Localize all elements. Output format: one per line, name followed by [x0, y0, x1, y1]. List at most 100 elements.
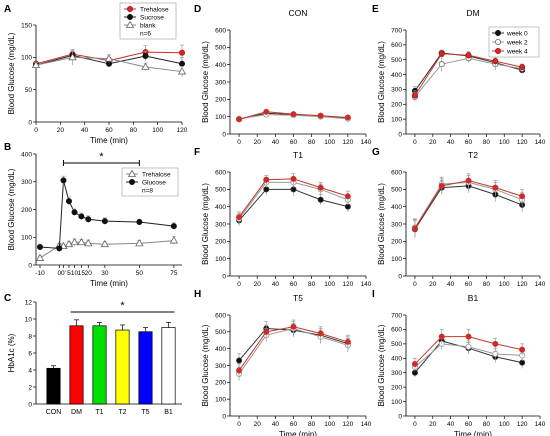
x-tick-label: 30 [101, 270, 109, 277]
y-axis-label: Blood Glucose (mg/dL) [7, 168, 16, 250]
y-tick-label: 0 [398, 273, 402, 280]
chart-panel-f: 0 100 200 300 400 500 600 0 20 40 60 80 100 120 140 Blo… [201, 150, 372, 288]
legend-note: n=8 [142, 188, 153, 195]
x-tick-label: 40 [447, 139, 455, 146]
data-point [519, 193, 526, 200]
y-axis-label: Blood Glucose (mg/dL) [377, 183, 386, 265]
y-tick-label: 500 [391, 187, 402, 194]
data-point [64, 239, 74, 248]
data-point [236, 367, 243, 374]
legend-marker [127, 6, 134, 12]
x-tick-label: 20 [254, 281, 262, 288]
x-tick-label: 40 [272, 139, 280, 146]
data-point [37, 243, 44, 250]
legend-label: Trehalose [140, 7, 169, 14]
y-tick-label: 2 [28, 384, 32, 391]
x-tick-label: 40 [272, 281, 280, 288]
legend-label: Glucose [142, 180, 166, 187]
data-point [35, 253, 45, 261]
y-tick-label: 100 [21, 235, 32, 242]
y-tick-label: 300 [391, 87, 402, 94]
data-point [411, 92, 418, 99]
y-tick-label: 10 [25, 316, 33, 323]
x-tick-label: 140 [361, 281, 372, 288]
x-tick-label: 80 [308, 281, 316, 288]
bar-con [46, 367, 61, 405]
data-point [178, 49, 185, 56]
x-tick-label: 10 [71, 270, 79, 277]
y-tick-label: 0 [398, 131, 402, 138]
data-point [438, 61, 445, 68]
y-tick-label: 400 [215, 204, 226, 211]
y-tick-label: 50 [25, 87, 33, 94]
data-point [465, 52, 472, 59]
y-tick-label: 700 [391, 27, 402, 34]
y-tick-label: 500 [391, 341, 402, 348]
x-axis-label: Time (min) [454, 430, 492, 436]
x-tick-label: 120 [342, 421, 353, 428]
x-tick-label: 0 [58, 270, 62, 277]
data-point [317, 112, 324, 119]
x-tick-label: 20 [254, 139, 262, 146]
data-point [135, 239, 144, 247]
x-tick-label: 60 [290, 139, 298, 146]
data-point [136, 218, 143, 225]
bar-t1 [92, 325, 107, 405]
y-tick-label: 100 [21, 55, 32, 62]
x-axis-label: Time (min) [90, 136, 128, 145]
legend-label: Trehalose [142, 172, 171, 179]
data-point [519, 346, 526, 353]
y-tick-label: 200 [21, 207, 32, 214]
data-point [438, 50, 445, 57]
x-tick-label: 20 [429, 421, 437, 428]
data-point [344, 193, 351, 200]
data-point [263, 108, 270, 115]
data-point [290, 175, 297, 182]
data-point [169, 236, 179, 244]
x-tick-label: 5 [67, 270, 71, 277]
legend-marker [128, 178, 135, 185]
y-tick-label: 150 [21, 22, 32, 29]
y-tick-label: 600 [391, 169, 402, 176]
y-tick-label: 400 [391, 204, 402, 211]
y-tick-label: 0 [222, 131, 226, 138]
y-tick-label: 500 [215, 187, 226, 194]
x-tick-label: 100 [324, 421, 335, 428]
data-point [177, 67, 187, 75]
x-tick-label: 80 [308, 421, 316, 428]
x-tick-label: 50 [136, 270, 144, 277]
y-tick-label: 400 [21, 151, 32, 158]
data-point [101, 218, 108, 225]
x-tick-label: 140 [535, 281, 546, 288]
data-point [141, 62, 150, 70]
data-point [317, 196, 324, 203]
y-tick-label: 100 [215, 114, 226, 121]
y-tick-label: 200 [391, 384, 402, 391]
chart-title: T2 [468, 150, 478, 160]
y-tick-label: 0 [398, 413, 402, 420]
x-tick-label: 120 [342, 139, 353, 146]
y-tick-label: 200 [391, 239, 402, 246]
y-axis-label: Blood Glucose (mg/dL) [7, 32, 16, 114]
x-tick-label: 60 [290, 421, 298, 428]
x-tick-label: 0 [237, 281, 241, 288]
x-tick-label: 20 [57, 127, 65, 134]
chart-panel-g: 0 100 200 300 400 500 600 0 20 40 60 80 100 120 140 Blo… [377, 150, 546, 288]
x-tick-label: 0' [61, 270, 66, 277]
y-axis-label: Blood Glucose (mg/dL) [377, 324, 386, 406]
legend-label: week 0 [506, 31, 528, 38]
data-point [104, 54, 114, 62]
legend-note: n=6 [140, 31, 151, 38]
bar-t5 [138, 331, 153, 405]
y-tick-label: 600 [391, 42, 402, 49]
y-axis-label: Blood Glucose (mg/dL) [377, 41, 386, 123]
y-axis-label: Blood Glucose (mg/dL) [201, 183, 210, 265]
data-point [68, 53, 77, 61]
y-tick-label: 0 [28, 401, 32, 408]
x-tick-label: 60 [465, 139, 473, 146]
y-tick-label: 300 [215, 363, 226, 370]
y-tick-label: 500 [215, 45, 226, 52]
panel-letter-i: I [372, 289, 375, 300]
panel-letter-a: A [4, 4, 11, 15]
data-point [85, 216, 92, 223]
